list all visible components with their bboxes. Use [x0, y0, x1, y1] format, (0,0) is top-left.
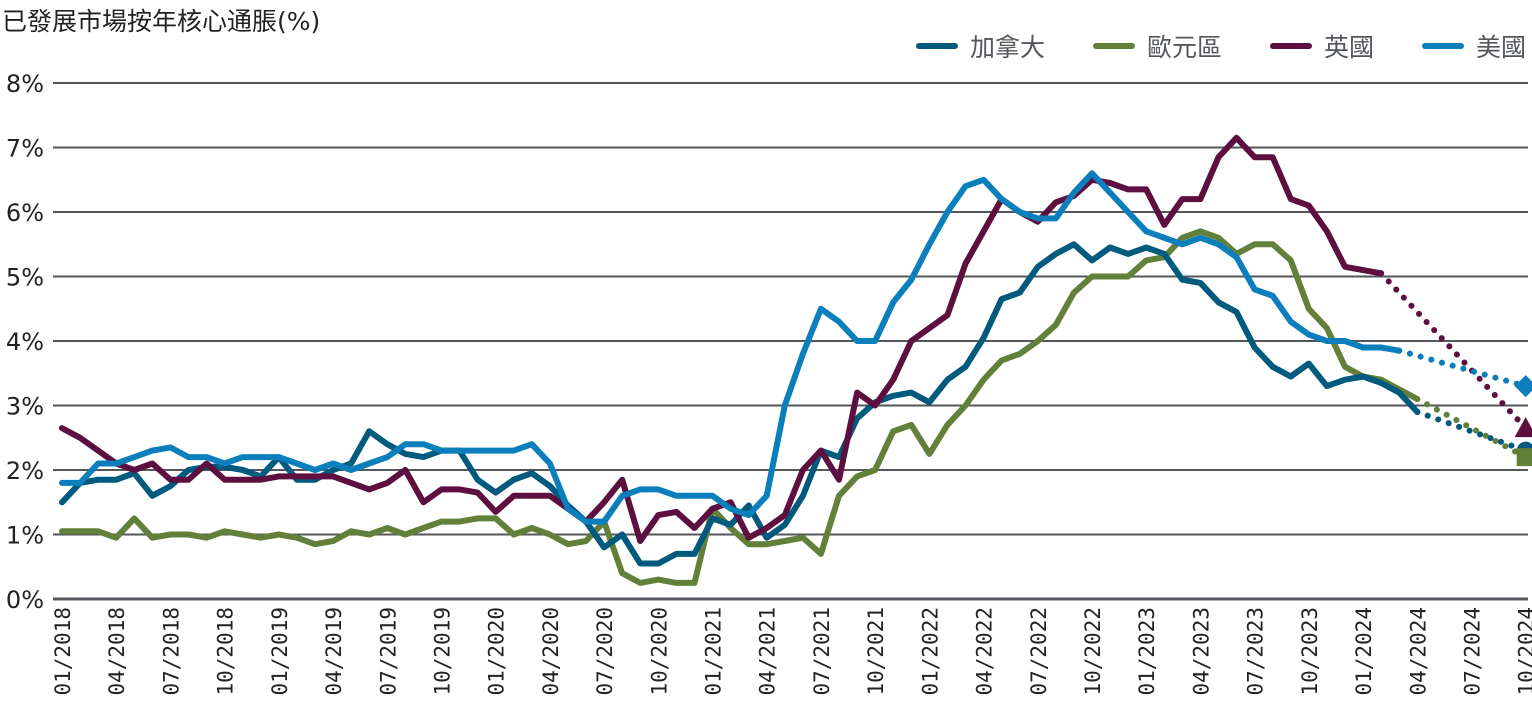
- legend-swatch-eurozone: [1092, 43, 1135, 49]
- x-tick-label: 04/2021: [756, 607, 780, 696]
- series-line: [59, 228, 1421, 586]
- x-tick-label: 10/2024: [1515, 607, 1532, 696]
- legend-swatch-us: [1421, 43, 1464, 49]
- x-tick-label: 07/2022: [1027, 607, 1051, 696]
- legend-swatch-uk: [1269, 43, 1312, 49]
- series-line: [59, 170, 1403, 525]
- x-tick-label: 10/2023: [1298, 607, 1322, 696]
- forecast-line: [1414, 408, 1529, 454]
- x-tick-label: 04/2020: [539, 607, 563, 696]
- gridlines: [53, 82, 1528, 601]
- y-tick-label: 4%: [6, 328, 44, 356]
- x-tick-label: 01/2021: [702, 607, 726, 696]
- chart-legend: 加拿大 歐元區 英國 美國: [915, 28, 1526, 64]
- legend-item-canada: 加拿大: [915, 28, 1045, 64]
- legend-label-eurozone: 歐元區: [1146, 33, 1222, 62]
- x-tick-label: 10/2020: [647, 607, 671, 696]
- data-series: [59, 134, 1532, 586]
- series-line: [59, 134, 1385, 544]
- x-tick-label: 07/2018: [159, 607, 183, 696]
- y-axis-ticks: 0% 1% 2% 3% 4% 5% 6% 7% 8%: [6, 70, 44, 614]
- legend-item-uk: 英國: [1269, 28, 1374, 64]
- y-tick-label: 7%: [6, 135, 44, 163]
- x-tick-label: 04/2022: [973, 607, 997, 696]
- x-tick-label: 01/2018: [51, 607, 75, 696]
- forecast-line: [1378, 270, 1529, 432]
- chart-title: 已發展市場按年核心通脹(%): [2, 7, 321, 36]
- legend-item-us: 美國: [1421, 28, 1526, 64]
- diamond-marker-icon: [1514, 375, 1532, 398]
- x-tick-label: 07/2024: [1460, 607, 1484, 696]
- x-axis-ticks: 01/2018 04/2018 07/2018 10/2018 01/2019 04/20…: [51, 607, 1532, 696]
- legend-label-canada: 加拿大: [969, 33, 1045, 62]
- square-marker-icon: [1516, 448, 1532, 467]
- y-tick-label: 3%: [6, 393, 44, 421]
- x-tick-label: 04/2018: [105, 607, 129, 696]
- forecast-line: [1414, 396, 1529, 461]
- x-tick-label: 04/2023: [1189, 607, 1213, 696]
- y-tick-label: 2%: [6, 457, 44, 485]
- triangle-marker-icon: [1514, 417, 1532, 438]
- x-tick-label: 04/2019: [322, 607, 346, 696]
- legend-label-uk: 英國: [1323, 33, 1374, 62]
- x-tick-label: 01/2022: [918, 607, 942, 696]
- x-tick-label: 01/2019: [268, 607, 292, 696]
- legend-label-us: 美國: [1475, 33, 1526, 62]
- x-tick-label: 01/2024: [1352, 607, 1376, 696]
- legend-item-eurozone: 歐元區: [1092, 28, 1222, 64]
- x-tick-label: 07/2020: [593, 607, 617, 696]
- forecast-line: [1396, 347, 1529, 390]
- x-tick-label: 10/2022: [1081, 607, 1105, 696]
- x-tick-label: 10/2021: [864, 607, 888, 696]
- x-tick-label: 01/2023: [1135, 607, 1159, 696]
- x-tick-label: 10/2018: [214, 607, 238, 696]
- y-tick-label: 6%: [6, 199, 44, 227]
- y-tick-label: 8%: [6, 70, 44, 98]
- x-tick-label: 07/2023: [1244, 607, 1268, 696]
- y-tick-label: 1%: [6, 522, 44, 550]
- y-tick-label: 0%: [6, 586, 44, 614]
- legend-swatch-canada: [915, 43, 958, 49]
- x-tick-label: 10/2019: [430, 607, 454, 696]
- x-tick-label: 07/2021: [810, 607, 834, 696]
- x-tick-label: 07/2019: [376, 607, 400, 696]
- y-tick-label: 5%: [6, 264, 44, 292]
- x-tick-label: 04/2024: [1406, 607, 1430, 696]
- x-tick-label: 01/2020: [485, 607, 509, 696]
